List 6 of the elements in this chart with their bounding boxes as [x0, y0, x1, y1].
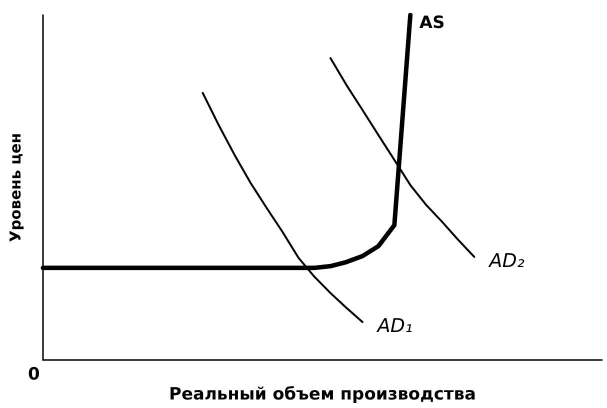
- series-label: AD₂: [487, 250, 525, 272]
- x-axis-title: Реальный объем производства: [169, 384, 476, 404]
- series-label: AS: [419, 13, 445, 33]
- series-label: AD₁: [375, 315, 413, 338]
- text: 0: [28, 364, 40, 384]
- y-axis-title: Уровень цен: [6, 133, 24, 242]
